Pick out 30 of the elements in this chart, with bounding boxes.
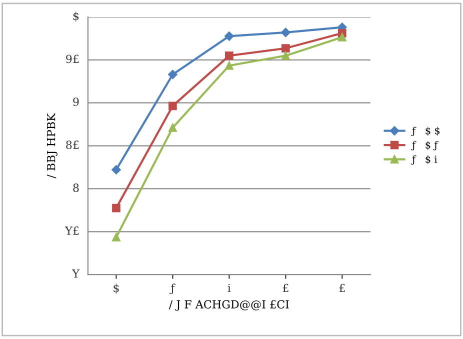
text: Y xyxy=(72,270,80,278)
point xyxy=(225,52,234,60)
legend-label: ƒ $ $ xyxy=(411,126,440,136)
point xyxy=(281,28,290,38)
x-tick-label: £ xyxy=(282,284,288,292)
text: 8 xyxy=(73,184,79,192)
point xyxy=(225,61,234,70)
x-tick-label: ƒ xyxy=(170,284,176,294)
x-tick-label: $ xyxy=(114,284,119,294)
point xyxy=(282,44,290,52)
point xyxy=(168,70,178,80)
x-tick-label: i xyxy=(228,284,231,292)
text: Y£ xyxy=(64,226,79,235)
point xyxy=(224,32,234,41)
point xyxy=(168,102,177,110)
point xyxy=(112,165,121,174)
text: 9£ xyxy=(66,54,79,64)
x-axis-title: / J F ACHGD@@I £CI xyxy=(168,300,289,311)
text: 8£ xyxy=(66,140,79,149)
y-axis-title: / BBJ HPBK xyxy=(47,112,58,178)
point xyxy=(112,204,120,212)
point xyxy=(282,52,290,60)
legend-label: ƒ $ ƒ xyxy=(411,141,438,150)
text: $ xyxy=(73,12,79,22)
point xyxy=(338,32,346,42)
legend-label: ƒ $ i xyxy=(411,155,438,165)
text: 9 xyxy=(73,98,79,106)
point xyxy=(168,124,177,132)
point xyxy=(112,233,120,242)
x-tick-label: £ xyxy=(339,284,345,292)
